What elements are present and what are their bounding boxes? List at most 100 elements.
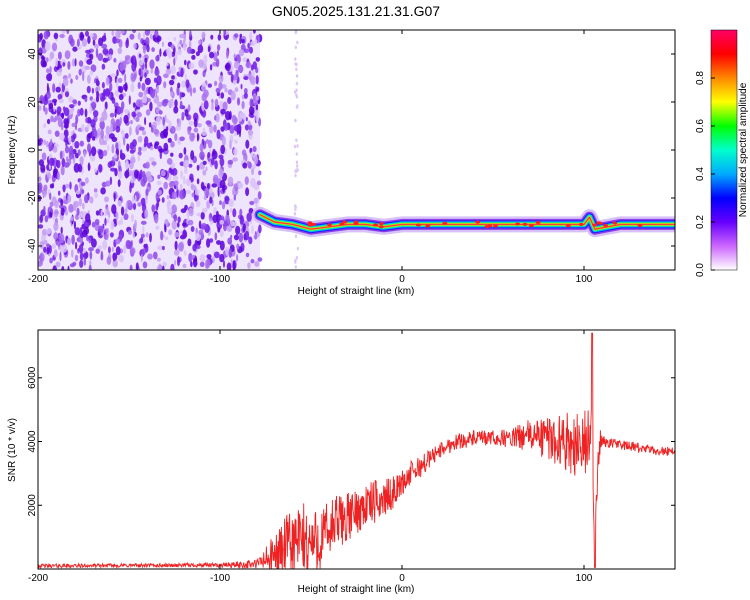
noise-speckle — [196, 164, 200, 171]
noise-speckle — [234, 33, 239, 38]
noise-speckle — [190, 87, 193, 97]
noise-speckle — [125, 160, 129, 170]
noise-speckle — [74, 141, 80, 149]
noise-speckle — [129, 149, 135, 154]
noise-speckle — [51, 182, 55, 189]
noise-speckle — [118, 107, 124, 114]
noise-speckle — [138, 68, 142, 76]
noise-speckle — [181, 80, 187, 88]
noise-speckle — [108, 133, 115, 140]
noise-speckle — [173, 214, 178, 222]
noise-speckle — [101, 43, 108, 49]
noise-speckle — [73, 201, 77, 211]
noise-speckle — [108, 48, 114, 56]
noise-speckle — [87, 74, 91, 84]
snr-xtick-label: 100 — [576, 573, 593, 584]
noise-speckle — [149, 59, 155, 69]
noise-speckle — [202, 70, 206, 78]
noise-speckle — [145, 232, 149, 238]
noise-speckle — [212, 214, 218, 224]
noise-speckle — [105, 125, 111, 136]
noise-speckle — [43, 184, 48, 192]
noise-speckle — [39, 95, 45, 105]
noise-speckle — [207, 83, 212, 88]
signal-peak — [378, 225, 384, 229]
noise-speckle — [137, 154, 140, 162]
spectrogram-signal-band — [252, 206, 675, 238]
noise-speckle — [178, 152, 183, 159]
noise-speckle — [166, 158, 173, 165]
noise-speckle — [113, 102, 119, 108]
noise-speckle — [80, 181, 86, 187]
noise-speckle — [168, 182, 175, 187]
signal-peak — [342, 220, 348, 224]
noise-speckle — [39, 32, 43, 41]
noise-speckle — [209, 213, 213, 219]
noise-speckle — [56, 160, 59, 168]
noise-speckle — [196, 132, 199, 142]
noise-speckle — [294, 258, 297, 263]
noise-speckle — [59, 251, 62, 262]
noise-speckle — [233, 234, 240, 241]
noise-speckle — [43, 205, 46, 213]
noise-speckle — [239, 112, 246, 118]
noise-speckle — [115, 246, 121, 256]
noise-speckle — [107, 161, 113, 168]
noise-speckle — [227, 176, 234, 186]
noise-speckle — [49, 51, 55, 60]
noise-speckle — [249, 98, 254, 108]
noise-speckle — [216, 91, 220, 97]
snr-xtick-label: -200 — [28, 573, 48, 584]
noise-speckle — [184, 109, 189, 117]
noise-speckle — [94, 192, 98, 199]
noise-speckle — [149, 33, 153, 40]
noise-speckle — [189, 173, 194, 181]
noise-speckle — [64, 91, 70, 98]
noise-speckle — [227, 216, 230, 223]
spectrogram-xtick-label: -200 — [28, 274, 48, 285]
noise-speckle — [81, 223, 85, 230]
noise-speckle — [233, 147, 238, 156]
noise-speckle — [38, 105, 42, 111]
noise-speckle — [207, 139, 213, 149]
noise-speckle — [143, 46, 146, 54]
noise-speckle — [206, 238, 211, 248]
noise-speckle — [117, 77, 123, 83]
noise-speckle — [111, 144, 115, 154]
noise-speckle — [135, 262, 139, 270]
signal-peak — [637, 224, 643, 228]
noise-speckle — [167, 137, 172, 143]
noise-speckle — [59, 150, 63, 160]
signal-peak — [603, 223, 608, 227]
noise-speckle — [217, 34, 222, 41]
noise-speckle — [130, 156, 136, 164]
noise-speckle — [188, 207, 194, 217]
noise-speckle — [91, 101, 97, 109]
noise-speckle — [226, 30, 229, 35]
noise-speckle — [249, 31, 253, 42]
noise-speckle — [144, 30, 150, 36]
noise-speckle — [206, 200, 211, 209]
noise-speckle — [123, 114, 129, 124]
noise-speckle — [78, 60, 84, 67]
noise-speckle — [100, 129, 104, 139]
noise-speckle — [133, 72, 137, 80]
noise-speckle — [86, 85, 91, 94]
noise-speckle — [89, 250, 93, 260]
noise-speckle — [295, 255, 299, 260]
noise-speckle — [160, 230, 164, 241]
noise-speckle — [117, 179, 121, 188]
noise-speckle — [129, 264, 133, 270]
noise-speckle — [187, 126, 191, 135]
noise-speckle — [130, 55, 137, 65]
noise-speckle — [162, 265, 165, 270]
noise-speckle — [70, 78, 73, 84]
noise-speckle — [166, 195, 170, 200]
noise-speckle — [246, 212, 252, 222]
noise-speckle — [102, 240, 108, 250]
noise-speckle — [99, 120, 105, 130]
signal-peak — [307, 223, 313, 227]
noise-speckle — [199, 143, 204, 153]
noise-speckle — [185, 79, 190, 88]
